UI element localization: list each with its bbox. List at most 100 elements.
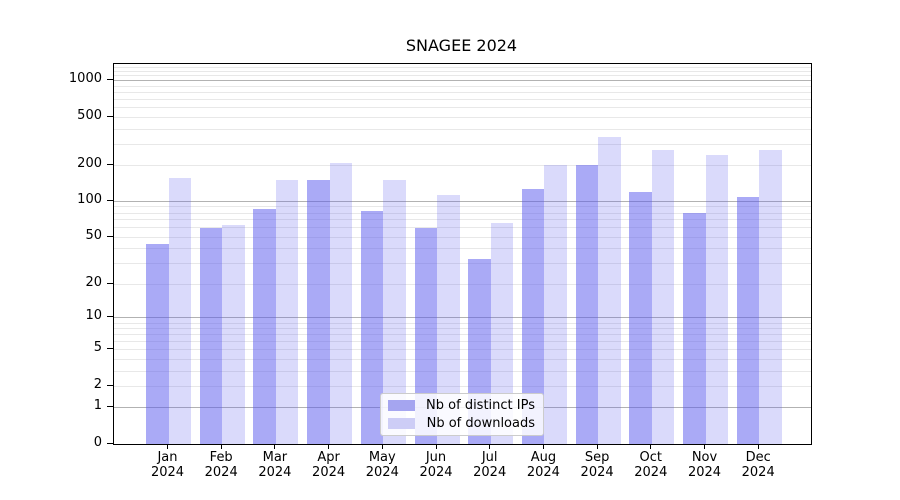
gridline-minor: [114, 75, 811, 77]
y-tick-mark: [107, 282, 113, 284]
gridline-minor: [114, 236, 811, 238]
x-tick-mark: [381, 444, 383, 449]
gridline-major: [114, 200, 811, 202]
gridline-minor: [114, 328, 811, 330]
x-tick-label: Oct 2024: [634, 450, 668, 480]
y-tick-label: 50: [85, 227, 102, 243]
x-tick-mark: [596, 444, 598, 449]
gridline-minor: [114, 263, 811, 265]
gridline-minor: [114, 219, 811, 221]
bar-distinct-ips: [683, 213, 706, 444]
legend-label-downloads: Nb of downloads: [426, 415, 535, 431]
x-tick-mark: [704, 444, 705, 449]
bar-downloads: [222, 225, 245, 444]
x-tick-label: Jan 2024: [150, 450, 185, 480]
y-tick-label: 2: [93, 376, 102, 392]
bar-downloads: [275, 180, 299, 444]
gridline-minor: [114, 358, 811, 360]
bar-downloads: [383, 180, 406, 444]
gridline-minor: [114, 334, 811, 336]
gridline-minor: [114, 212, 811, 214]
x-tick-mark: [489, 444, 491, 449]
gridline-minor: [114, 107, 811, 109]
y-tick-mark: [107, 235, 113, 237]
x-tick-label: Nov 2024: [687, 450, 722, 480]
bar-distinct-ips: [736, 196, 760, 444]
gridline-minor: [114, 248, 811, 250]
x-tick-mark: [274, 444, 276, 449]
gridline-minor: [114, 66, 811, 68]
x-tick-label: Jul 2024: [473, 450, 507, 480]
y-tick-mark: [107, 79, 113, 81]
bar-downloads: [544, 164, 567, 444]
gridline-minor: [114, 85, 811, 87]
x-tick-label: Mar 2024: [258, 450, 292, 480]
y-tick-label: 5: [93, 340, 102, 356]
gridline-major: [114, 80, 811, 82]
y-tick-mark: [107, 199, 113, 201]
x-tick-mark: [167, 444, 168, 449]
y-tick-mark: [107, 384, 113, 386]
bar-downloads: [759, 149, 782, 444]
bar-distinct-ips: [521, 189, 545, 444]
x-tick-mark: [328, 444, 330, 449]
legend-swatch-downloads: [388, 417, 415, 429]
y-tick-mark: [107, 348, 113, 350]
x-tick-mark: [650, 444, 652, 449]
bar-downloads: [329, 162, 353, 444]
gridline-minor: [114, 99, 811, 101]
gridline-minor: [114, 143, 811, 145]
gridline-minor: [114, 322, 811, 324]
bar-downloads: [651, 149, 675, 444]
x-tick-mark: [757, 444, 759, 449]
bar-downloads: [490, 223, 514, 444]
gridline-minor: [114, 116, 811, 118]
gridline-minor: [114, 385, 811, 387]
gridline-minor: [114, 341, 811, 343]
x-tick-mark: [220, 444, 222, 449]
bar-distinct-ips: [307, 180, 330, 444]
gridline-minor: [114, 92, 811, 94]
bar-distinct-ips: [253, 208, 276, 444]
gridline-minor: [114, 70, 811, 72]
bar-distinct-ips: [575, 165, 599, 444]
bar-downloads: [705, 154, 728, 444]
gridline-minor: [114, 370, 811, 372]
y-tick-label: 100: [77, 191, 102, 207]
gridline-minor: [114, 128, 811, 130]
x-tick-mark: [542, 444, 544, 449]
y-tick-label: 10: [85, 308, 102, 324]
y-tick-label: 200: [77, 155, 102, 171]
x-tick-label: Jun 2024: [419, 450, 453, 480]
chart-title: SNAGEE 2024: [405, 36, 518, 55]
y-tick-label: 1: [93, 398, 102, 414]
x-tick-label: Dec 2024: [741, 450, 775, 480]
bar-distinct-ips: [146, 243, 169, 444]
plot-area: Nb of distinct IPs Nb of downloads: [113, 63, 812, 445]
y-tick-mark: [107, 115, 113, 117]
x-tick-label: May 2024: [365, 450, 399, 480]
gridline-minor: [114, 206, 811, 208]
x-tick-label: Sep 2024: [580, 450, 614, 480]
gridline-minor: [114, 164, 811, 166]
y-tick-mark: [107, 163, 113, 165]
bar-distinct-ips: [360, 210, 384, 444]
x-tick-label: Apr 2024: [312, 450, 346, 480]
gridline-major: [114, 317, 811, 319]
bar-distinct-ips: [199, 227, 223, 444]
gridline-minor: [114, 283, 811, 285]
legend-swatch-distinct-ips: [388, 400, 415, 412]
y-tick-label: 0: [93, 434, 102, 450]
y-tick-label: 1000: [68, 71, 102, 87]
bar-downloads: [598, 136, 621, 444]
legend-item-downloads: Nb of downloads: [388, 416, 535, 431]
legend-item-distinct-ips: Nb of distinct IPs: [388, 398, 535, 413]
gridline-minor: [114, 349, 811, 351]
y-tick-label: 500: [77, 107, 102, 123]
x-tick-label: Aug 2024: [526, 450, 560, 480]
gridline-minor: [114, 227, 811, 229]
legend: Nb of distinct IPs Nb of downloads: [380, 393, 544, 436]
bar-downloads: [437, 195, 460, 444]
legend-label-distinct-ips: Nb of distinct IPs: [426, 398, 535, 414]
